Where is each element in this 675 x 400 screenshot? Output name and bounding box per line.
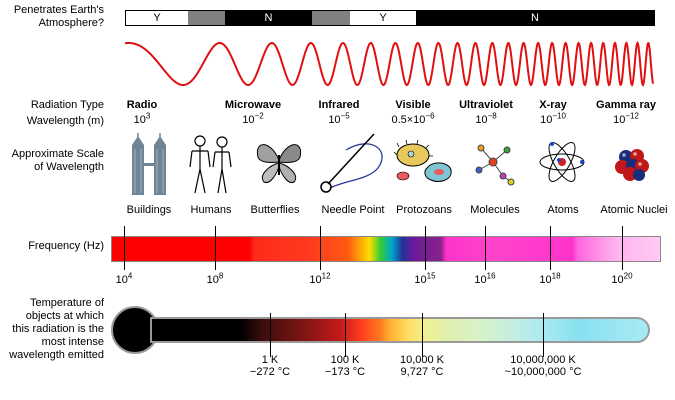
temperature-tick	[270, 313, 271, 357]
scale-label: Approximate Scale of Wavelength	[11, 148, 104, 173]
temperature-tick-label: 10,000 K 9,727 °C	[399, 354, 445, 378]
scale-label-molecules: Molecules	[470, 204, 520, 216]
needle-icon	[320, 133, 383, 193]
temperature-tick-label: 10,000,000 K ~10,000,000 °C	[504, 354, 582, 378]
frequency-tick-label: 1012	[309, 271, 331, 286]
atmosphere-segment: N	[225, 11, 312, 25]
atmosphere-segment: Y	[126, 11, 188, 25]
radiation-type-label: Radiation Type	[30, 99, 104, 111]
frequency-tick	[124, 226, 125, 270]
wavelength-xray: 10−10	[540, 111, 566, 126]
scale-label-protozoans: Protozoans	[396, 204, 452, 216]
atom-icon	[539, 142, 585, 182]
wavelength-ultraviolet: 10−8	[475, 111, 497, 126]
scale-label-needle-point: Needle Point	[321, 204, 385, 216]
frequency-tick	[485, 226, 486, 270]
humans-icon	[189, 135, 232, 194]
temperature-tick	[543, 313, 544, 357]
atmosphere-label: Penetrates Earth's Atmosphere?	[13, 4, 104, 29]
temperature-label: Temperature of objects at which this rad…	[9, 297, 104, 361]
temperature-tick-label: 100 K −173 °C	[324, 354, 366, 378]
butterfly-icon	[256, 144, 302, 184]
radiation-type-radio: Radio	[126, 99, 158, 111]
scale-label-atoms: Atoms	[547, 204, 579, 216]
scale-label-butterflies: Butterflies	[250, 204, 300, 216]
frequency-tick-label: 1020	[611, 271, 633, 286]
frequency-tick	[425, 226, 426, 270]
atmosphere-segment: Y	[350, 11, 416, 25]
buildings-icon	[132, 133, 166, 195]
frequency-tick	[622, 226, 623, 270]
wavelength-radio: 103	[133, 111, 151, 126]
scale-label-buildings: Buildings	[126, 204, 172, 216]
temperature-tick-label: 1 K −272 °C	[249, 354, 291, 378]
frequency-tick-label: 1018	[539, 271, 561, 286]
temperature-tick	[345, 313, 346, 357]
radiation-type-ultraviolet: Ultraviolet	[459, 99, 513, 111]
protozoan-icon	[393, 139, 452, 183]
frequency-tick-label: 1015	[414, 271, 436, 286]
frequency-tick-label: 1016	[474, 271, 496, 286]
wavelength-microwave: 10−2	[242, 111, 264, 126]
scale-label-atomic-nuclei: Atomic Nuclei	[600, 204, 668, 216]
frequency-tick	[550, 226, 551, 270]
scale-label-humans: Humans	[190, 204, 232, 216]
atmosphere-segment: N	[416, 11, 654, 25]
frequency-tick-label: 104	[115, 271, 133, 286]
wavelength-gamma: 10−12	[613, 111, 639, 126]
radiation-type-visible: Visible	[395, 99, 431, 111]
wavelength-visible: 0.5×10−6	[391, 111, 435, 126]
frequency-tick	[215, 226, 216, 270]
frequency-label: Frequency (Hz)	[28, 240, 104, 252]
wavelength-label: Wavelength (m)	[26, 115, 104, 127]
radiation-type-gamma: Gamma ray	[596, 99, 656, 111]
frequency-spectrum-bar	[111, 236, 661, 262]
frequency-tick	[320, 226, 321, 270]
temperature-tick	[422, 313, 423, 357]
frequency-tick-label: 108	[206, 271, 224, 286]
wavelength-infrared: 10−5	[328, 111, 350, 126]
radiation-type-infrared: Infrared	[318, 99, 360, 111]
molecule-icon	[475, 144, 515, 186]
radiation-type-microwave: Microwave	[224, 99, 282, 111]
atmosphere-bar: Y N Y N	[125, 10, 655, 26]
thermometer-tube	[150, 317, 650, 343]
nucleus-icon	[615, 149, 649, 181]
atmosphere-segment	[188, 11, 225, 25]
radiation-type-xray: X-ray	[539, 99, 567, 111]
atmosphere-segment	[312, 11, 350, 25]
